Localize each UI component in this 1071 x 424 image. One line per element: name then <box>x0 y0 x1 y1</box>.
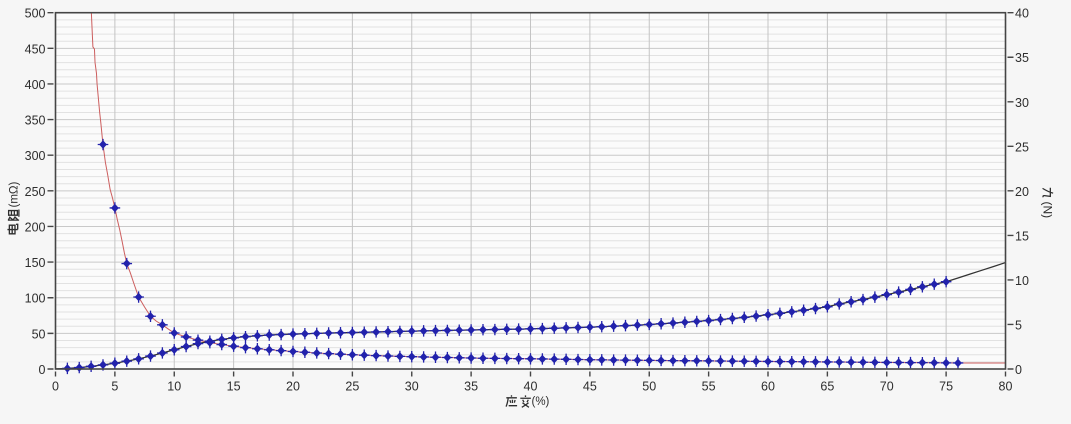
svg-text:0: 0 <box>39 363 46 377</box>
svg-text:75: 75 <box>939 380 953 394</box>
svg-text:250: 250 <box>25 185 46 199</box>
svg-text:10: 10 <box>1015 274 1029 288</box>
svg-text:(N): (N) <box>1041 202 1055 219</box>
svg-text:50: 50 <box>642 380 656 394</box>
svg-text:30: 30 <box>1015 96 1029 110</box>
svg-text:40: 40 <box>524 380 538 394</box>
svg-text:15: 15 <box>227 380 241 394</box>
svg-text:0: 0 <box>1015 363 1022 377</box>
svg-text:35: 35 <box>464 380 478 394</box>
svg-text:60: 60 <box>761 380 775 394</box>
svg-text:0: 0 <box>52 380 59 394</box>
svg-text:50: 50 <box>32 327 46 341</box>
svg-text:25: 25 <box>1015 140 1029 154</box>
svg-text:500: 500 <box>25 7 46 21</box>
svg-text:5: 5 <box>111 380 118 394</box>
svg-text:450: 450 <box>25 42 46 56</box>
svg-text:65: 65 <box>820 380 834 394</box>
svg-text:25: 25 <box>345 380 359 394</box>
svg-text:40: 40 <box>1015 7 1029 21</box>
svg-text:80: 80 <box>999 380 1013 394</box>
svg-text:20: 20 <box>286 380 300 394</box>
svg-text:45: 45 <box>583 380 597 394</box>
svg-text:200: 200 <box>25 220 46 234</box>
svg-text:30: 30 <box>405 380 419 394</box>
svg-text:(%): (%) <box>532 396 550 408</box>
svg-text:5: 5 <box>1015 318 1022 332</box>
svg-text:150: 150 <box>25 256 46 270</box>
svg-text:400: 400 <box>25 78 46 92</box>
svg-text:35: 35 <box>1015 51 1029 65</box>
svg-text:350: 350 <box>25 114 46 128</box>
svg-text:20: 20 <box>1015 185 1029 199</box>
svg-text:300: 300 <box>25 149 46 163</box>
svg-text:(mΩ): (mΩ) <box>9 181 21 207</box>
svg-text:100: 100 <box>25 292 46 306</box>
svg-text:70: 70 <box>880 380 894 394</box>
svg-text:10: 10 <box>167 380 181 394</box>
svg-text:55: 55 <box>702 380 716 394</box>
svg-text:15: 15 <box>1015 229 1029 243</box>
